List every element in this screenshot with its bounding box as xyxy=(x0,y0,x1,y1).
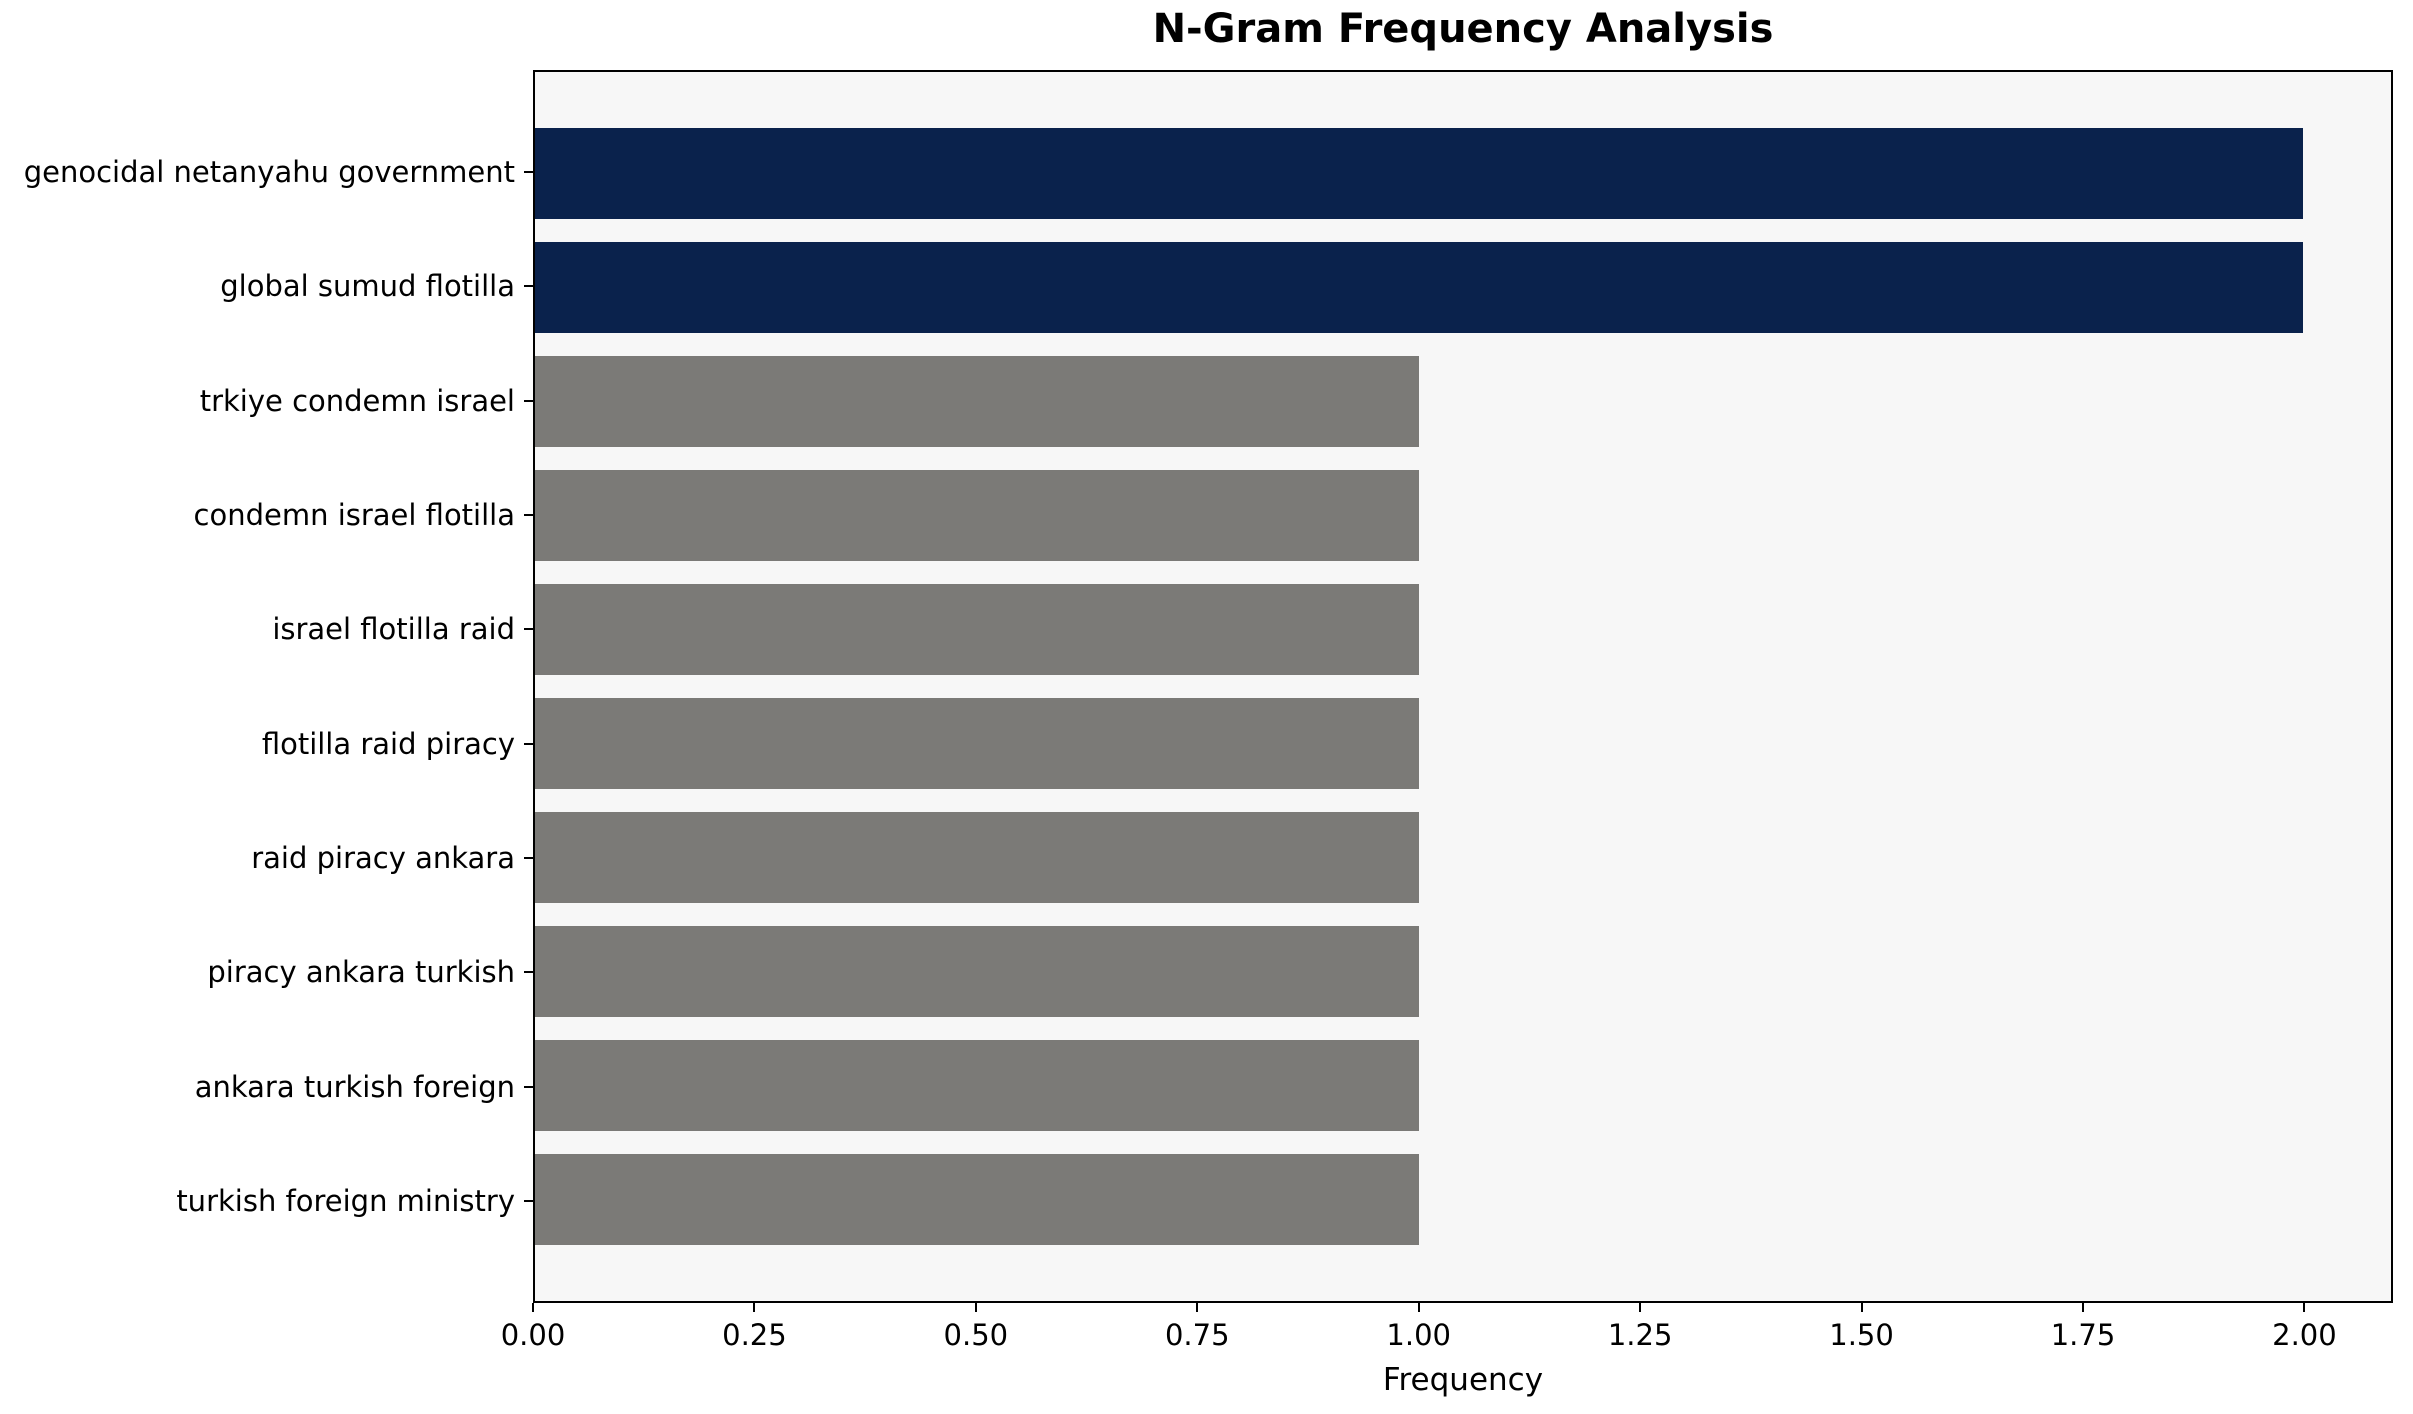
x-tick-mark xyxy=(1417,1303,1420,1312)
x-tick-label: 1.25 xyxy=(1607,1318,1673,1352)
y-tick-mark xyxy=(524,628,533,631)
x-tick-mark xyxy=(1639,1303,1642,1312)
x-tick-label: 0.50 xyxy=(943,1318,1009,1352)
bar xyxy=(535,241,2303,334)
bar xyxy=(535,127,2303,220)
plot-area xyxy=(533,70,2393,1303)
bar xyxy=(535,925,1419,1018)
x-axis-label: Frequency xyxy=(1382,1362,1544,1398)
y-tick-mark xyxy=(524,513,533,516)
x-tick-label: 1.75 xyxy=(2050,1318,2116,1352)
y-tick-mark xyxy=(524,170,533,173)
bar xyxy=(535,697,1419,790)
bar xyxy=(535,583,1419,676)
x-tick-label: 0.75 xyxy=(1164,1318,1230,1352)
y-tick-label: flotilla raid piracy xyxy=(261,726,515,761)
x-tick-mark xyxy=(2303,1303,2306,1312)
y-tick-label: raid piracy ankara xyxy=(251,841,515,876)
y-tick-mark xyxy=(524,1200,533,1203)
bar xyxy=(535,1153,1419,1246)
x-tick-mark xyxy=(2082,1303,2084,1312)
bar xyxy=(535,1039,1419,1132)
x-tick-mark xyxy=(753,1303,756,1312)
y-tick-label: ankara turkish foreign xyxy=(194,1069,515,1104)
y-tick-label: trkiye condemn israel xyxy=(199,383,515,418)
y-tick-label: israel flotilla raid xyxy=(272,612,515,647)
y-tick-mark xyxy=(524,285,533,288)
x-tick-mark xyxy=(1196,1303,1199,1312)
y-tick-label: genocidal netanyahu government xyxy=(23,154,515,189)
x-tick-label: 1.50 xyxy=(1829,1318,1894,1352)
x-tick-label: 0.25 xyxy=(722,1318,787,1352)
x-tick-mark xyxy=(974,1303,977,1312)
x-tick-label: 0.00 xyxy=(500,1318,566,1352)
chart-title: N-Gram Frequency Analysis xyxy=(1152,6,1774,52)
x-tick-mark xyxy=(532,1303,534,1312)
x-tick-label: 2.00 xyxy=(2272,1318,2337,1352)
y-tick-mark xyxy=(524,971,533,974)
y-tick-label: global sumud flotilla xyxy=(220,269,515,304)
y-tick-mark xyxy=(524,857,533,860)
y-tick-label: condemn israel flotilla xyxy=(193,497,515,532)
y-tick-mark xyxy=(524,742,533,745)
bar xyxy=(535,355,1419,448)
bar xyxy=(535,811,1419,904)
x-tick-mark xyxy=(1860,1303,1863,1312)
y-tick-label: turkish foreign ministry xyxy=(176,1184,515,1219)
y-tick-mark xyxy=(524,1085,533,1088)
y-tick-mark xyxy=(524,399,533,402)
y-tick-label: piracy ankara turkish xyxy=(207,955,515,990)
x-tick-label: 1.00 xyxy=(1386,1318,1451,1352)
bar xyxy=(535,469,1419,562)
